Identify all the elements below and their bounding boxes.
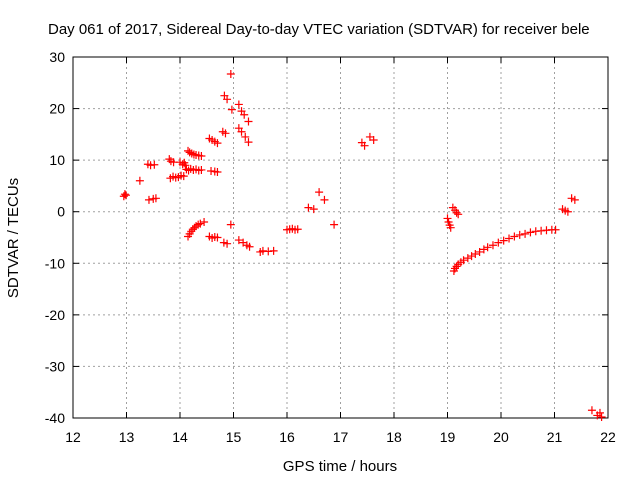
y-tick-label: 20 (49, 101, 65, 117)
data-point (452, 208, 461, 217)
data-point (483, 243, 492, 252)
data-point (304, 203, 313, 212)
x-tick-label: 13 (119, 429, 135, 445)
x-tick-label: 19 (440, 429, 456, 445)
data-point (454, 210, 463, 219)
data-point (234, 236, 243, 245)
data-point (221, 129, 230, 138)
x-tick-label: 20 (493, 429, 509, 445)
data-point (226, 70, 235, 79)
data-point (144, 195, 153, 204)
x-axis-label: GPS time / hours (283, 458, 397, 475)
data-point (197, 152, 206, 161)
x-tick-label: 22 (600, 429, 616, 445)
data-point (463, 254, 472, 263)
y-tick-label: -30 (45, 358, 65, 374)
y-tick-label: -20 (45, 307, 65, 323)
data-point (587, 406, 596, 415)
data-point (226, 220, 235, 229)
chart-title: Day 061 of 2017, Sidereal Day-to-day VTE… (48, 21, 590, 38)
data-point (320, 195, 329, 204)
data-point (479, 245, 488, 254)
data-point (165, 155, 174, 164)
data-point (237, 127, 246, 136)
data-point (315, 188, 324, 197)
data-point (452, 262, 461, 271)
data-point (510, 232, 519, 241)
data-point (459, 256, 468, 265)
data-point (494, 238, 503, 247)
y-tick-label: 30 (49, 49, 65, 65)
data-point (467, 252, 476, 261)
data-point (443, 214, 452, 223)
x-tick-label: 12 (65, 429, 81, 445)
data-point (526, 228, 535, 237)
y-tick-label: 10 (49, 152, 65, 168)
data-point (151, 194, 160, 203)
data-point (227, 105, 236, 114)
data-point (471, 250, 480, 259)
data-point (200, 218, 209, 227)
x-tick-label: 21 (547, 429, 563, 445)
data-point (269, 246, 278, 255)
data-point (179, 172, 188, 181)
data-point (181, 161, 190, 170)
data-point (369, 136, 378, 145)
data-point (245, 242, 254, 251)
data-point (360, 141, 369, 150)
data-point (223, 95, 232, 104)
y-axis-label: SDTVAR / TECUs (5, 178, 22, 298)
data-point (213, 233, 222, 242)
data-point (551, 225, 560, 234)
data-point (450, 264, 459, 273)
x-tick-label: 14 (172, 429, 188, 445)
data-point (293, 225, 302, 234)
data-point (330, 220, 339, 229)
data-point (196, 219, 205, 228)
axis-ticks (72, 56, 609, 419)
data-point (197, 165, 206, 174)
y-tick-label: -40 (45, 410, 65, 426)
y-tick-label: -10 (45, 255, 65, 271)
x-tick-label: 16 (279, 429, 295, 445)
data-point (120, 190, 129, 199)
data-point (309, 205, 318, 214)
data-point (213, 139, 222, 148)
data-point (121, 191, 130, 200)
data-point (135, 176, 144, 185)
data-points (119, 70, 606, 421)
data-point (515, 230, 524, 239)
data-point (213, 168, 222, 177)
data-point (244, 117, 253, 126)
data-point (234, 100, 243, 109)
data-point (521, 229, 530, 238)
data-point (446, 223, 455, 232)
data-point (499, 236, 508, 245)
y-tick-label: 0 (57, 204, 65, 220)
axis-tick-labels: 12 13 14 15 16 17 18 19 20 21 22 -40 -30 -20 -10 0 10 20 3… (45, 49, 616, 445)
data-point (488, 241, 497, 250)
data-point (241, 132, 250, 141)
data-point (150, 160, 159, 169)
data-point (240, 110, 249, 119)
data-point (597, 412, 606, 421)
data-point (563, 207, 572, 216)
x-tick-label: 18 (386, 429, 402, 445)
data-point (505, 234, 514, 243)
data-point (475, 247, 484, 256)
data-point (570, 195, 579, 204)
x-tick-label: 17 (333, 429, 349, 445)
x-tick-label: 15 (226, 429, 242, 445)
grid (73, 57, 608, 418)
data-point (595, 408, 604, 417)
data-point (223, 239, 232, 248)
data-point (244, 138, 253, 147)
